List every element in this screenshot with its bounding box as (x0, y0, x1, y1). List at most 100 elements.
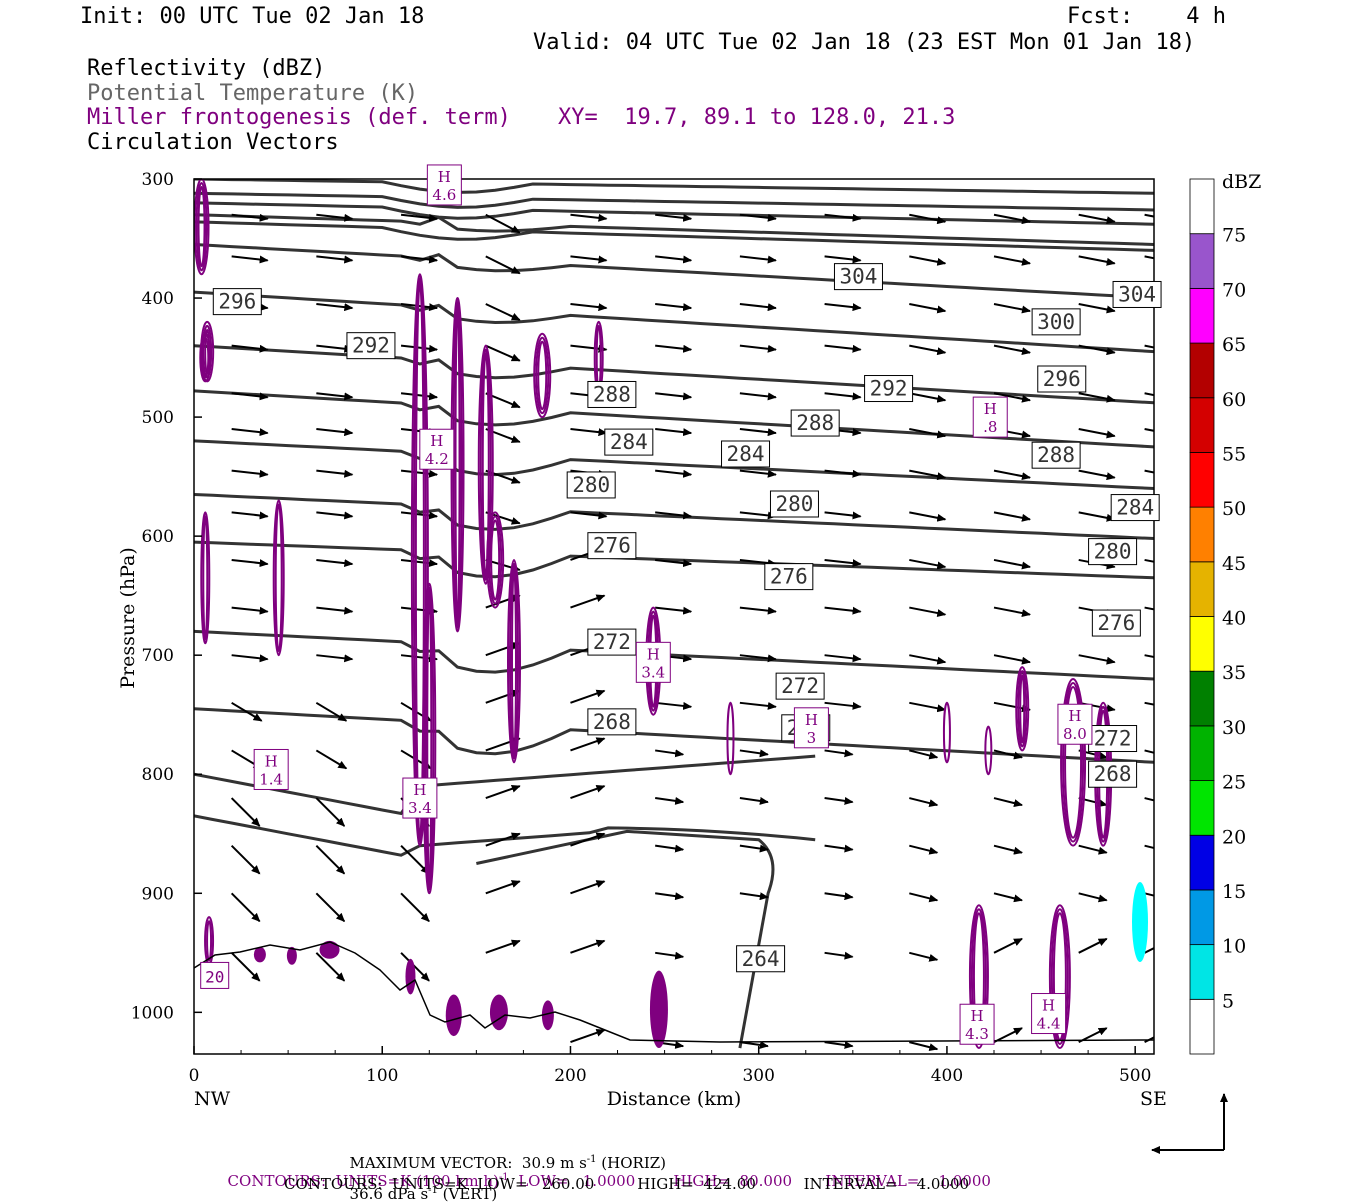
circulation-vector (230, 892, 261, 922)
colorbar-swatch (1189, 670, 1215, 727)
circulation-vector (315, 797, 346, 827)
circulation-vector (993, 558, 1031, 570)
frontogenesis-filled (541, 1000, 554, 1031)
colorbar-label: 30 (1222, 717, 1246, 739)
circulation-vector (824, 749, 854, 758)
circulation-vector (485, 213, 521, 234)
fronto-high-value: 3.4 (408, 799, 432, 817)
circulation-vector (824, 892, 854, 901)
colorbar-label: 25 (1222, 772, 1246, 794)
theta-contour-line (194, 814, 816, 857)
theta-label-text: 304 (840, 265, 878, 289)
circulation-vector (1144, 255, 1154, 260)
fronto-high-marker: H3 (793, 707, 829, 749)
circulation-vector (231, 558, 269, 568)
fronto-high-marker: H4.2 (419, 428, 455, 470)
frontogenesis-contour (195, 182, 208, 272)
frontogenesis-contour (1064, 686, 1083, 839)
circulation-vector (655, 796, 685, 805)
circulation-vector (1144, 749, 1154, 754)
circulation-vector (316, 344, 354, 353)
y-tick-label: 500 (142, 408, 174, 428)
circulation-vector (1078, 344, 1116, 356)
theta-label: 288 (587, 380, 637, 408)
theta-label-text: 272 (781, 674, 819, 698)
frontogenesis-contour (486, 511, 505, 609)
frontogenesis-contour (200, 511, 211, 645)
circulation-vector (909, 844, 939, 855)
circulation-vector (993, 255, 1031, 266)
circulation-vector (739, 892, 769, 901)
circulation-vector (655, 701, 693, 710)
theta-label-text: 280 (572, 473, 610, 497)
y-tick-label: 700 (142, 646, 174, 666)
theta-label: 276 (764, 563, 814, 591)
circulation-vector (739, 213, 777, 222)
field-reflectivity: Reflectivity (dBZ) (87, 56, 326, 81)
terrain-line (193, 941, 1155, 1043)
circulation-vector (400, 892, 430, 922)
colorbar-swatch (1189, 561, 1215, 617)
theta-label: 280 (769, 490, 819, 518)
frontogenesis-contour (595, 324, 602, 391)
colorbar-swatch (1189, 178, 1215, 235)
frontogenesis-contour (197, 186, 206, 268)
circulation-vector (485, 594, 521, 609)
circulation-vector (824, 255, 862, 264)
theta-label: 300 (1031, 308, 1081, 336)
footer-theta-contours: CONTOURS: UNITS=K LOW= 260.00 HIGH= 424.… (284, 1175, 970, 1193)
circulation-vector (824, 1041, 854, 1049)
theta-label-text: 280 (776, 492, 814, 516)
circulation-vector (400, 392, 439, 401)
y-tick-label: 900 (142, 884, 174, 904)
circulation-vector (909, 951, 939, 962)
theta-label-text: 268 (1094, 762, 1132, 786)
fronto-high-marker: H8.0 (1057, 703, 1093, 745)
circulation-vector (570, 594, 606, 609)
colorbar-label: 60 (1222, 389, 1246, 411)
theta-contour-line (194, 439, 1154, 490)
circulation-vector (909, 511, 947, 522)
circulation-vector (316, 303, 354, 312)
theta-label: 284 (1110, 494, 1160, 522)
frontogenesis-contour (481, 352, 490, 577)
theta-label: 276 (587, 532, 637, 560)
y-tick-label: 400 (142, 289, 174, 309)
theta-contour-line (194, 179, 1154, 195)
frontogenesis-contour (509, 562, 519, 760)
colorbar-swatch (1189, 834, 1215, 891)
circulation-vector (993, 303, 1031, 314)
circulation-vector (909, 344, 947, 356)
fronto-high-letter: H (984, 400, 997, 418)
circulation-vector (655, 213, 693, 222)
theta-label: 276 (1091, 609, 1141, 637)
circulation-vector (909, 558, 947, 570)
circulation-vector (570, 303, 608, 312)
axes: 0 100 200 300 400 500 300 400 500 600 700 800 900 100… (131, 170, 1152, 1086)
theta-label: 284 (604, 428, 654, 456)
forecast-hour: Fcst: 4 h (1067, 4, 1226, 29)
colorbar-label: 20 (1222, 826, 1246, 848)
circulation-vector (316, 606, 354, 615)
circulation-vector (231, 392, 269, 401)
circulation-vector (909, 392, 947, 403)
circulation-vector (1144, 946, 1154, 954)
theta-label: 296 (212, 288, 262, 316)
theta-label: 272 (775, 672, 825, 700)
theta-label-text: 296 (1043, 367, 1081, 391)
frontogenesis-contour (490, 519, 501, 601)
theta-label-text: 268 (593, 710, 631, 734)
circulation-vector (400, 469, 439, 478)
circulation-vector (739, 796, 769, 805)
colorbar-title: dBZ (1222, 171, 1261, 193)
theta-label-text: 292 (352, 334, 390, 358)
colorbar-swatch (1189, 452, 1215, 508)
fronto-high-letter: H (1042, 997, 1055, 1015)
frontogenesis-contour (726, 701, 735, 776)
circulation-vector (316, 255, 354, 264)
colorbar-label: 40 (1222, 608, 1246, 630)
theta-contour-line (194, 290, 1154, 354)
theta-label: 284 (721, 440, 771, 468)
circulation-vector (824, 606, 862, 615)
circulation-vector (655, 469, 693, 478)
